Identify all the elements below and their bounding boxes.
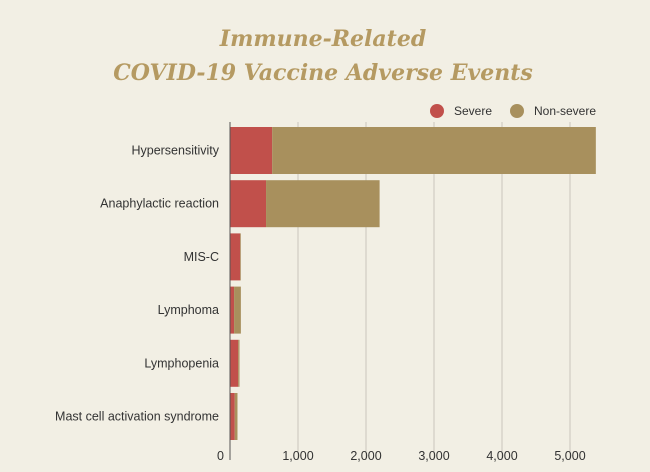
x-tick-label: 4,000: [486, 449, 517, 463]
x-tick-label: 3,000: [418, 449, 449, 463]
bar-severe: [230, 339, 239, 387]
category-label: Anaphylactic reaction: [100, 197, 219, 211]
category-label: Lymphoma: [158, 303, 219, 317]
category-label: Lymphopenia: [144, 356, 219, 370]
gridlines: [297, 122, 571, 460]
category-label: Hypersensitivity: [131, 144, 219, 158]
chart-title-line-2: COVID-19 Vaccine Adverse Events: [113, 60, 533, 86]
bars: [230, 127, 596, 440]
bar-severe: [230, 393, 235, 440]
chart-title-line-1: Immune-Related: [219, 26, 426, 52]
bar-non-severe: [238, 339, 240, 387]
bar-non-severe: [234, 393, 238, 440]
tick-labels: 0 1,000 2,000 3,000 4,000 5,000: [217, 449, 586, 463]
legend: Severe Non-severe: [430, 104, 596, 118]
legend-label-non-severe: Non-severe: [534, 104, 596, 118]
bar-non-severe: [240, 233, 241, 281]
x-tick-label: 0: [217, 449, 224, 463]
bar-severe: [230, 233, 241, 281]
legend-swatch-non-severe: [510, 104, 524, 118]
x-tick-label: 1,000: [282, 449, 313, 463]
category-labels: Hypersensitivity Anaphylactic reaction MIS…: [55, 144, 220, 424]
category-label: Mast cell activation syndrome: [55, 410, 219, 424]
category-label: MIS-C: [184, 250, 219, 264]
bar-severe: [230, 180, 267, 228]
bar-severe: [230, 286, 235, 334]
bar-non-severe: [266, 180, 380, 228]
x-tick-label: 5,000: [554, 449, 585, 463]
legend-swatch-severe: [430, 104, 444, 118]
x-tick-label: 2,000: [350, 449, 381, 463]
bar-non-severe: [272, 127, 596, 174]
legend-label-severe: Severe: [454, 104, 492, 118]
bar-severe: [230, 127, 273, 174]
bar-non-severe: [234, 286, 241, 334]
